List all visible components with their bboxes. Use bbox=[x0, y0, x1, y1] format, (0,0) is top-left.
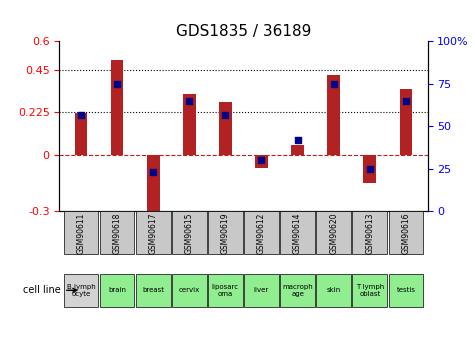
Text: cell line: cell line bbox=[23, 285, 76, 295]
Bar bbox=[183, 94, 196, 155]
Text: testis: testis bbox=[396, 287, 415, 293]
FancyBboxPatch shape bbox=[172, 274, 207, 307]
FancyBboxPatch shape bbox=[64, 274, 98, 307]
Bar bbox=[111, 60, 124, 155]
FancyBboxPatch shape bbox=[389, 211, 423, 255]
FancyBboxPatch shape bbox=[316, 274, 351, 307]
Text: GSM90617: GSM90617 bbox=[149, 212, 158, 254]
Text: breast: breast bbox=[142, 287, 164, 293]
Bar bbox=[255, 155, 268, 168]
FancyBboxPatch shape bbox=[208, 274, 243, 307]
Point bbox=[150, 169, 157, 175]
FancyBboxPatch shape bbox=[136, 274, 171, 307]
Text: GSM90611: GSM90611 bbox=[76, 212, 86, 254]
Bar bbox=[291, 145, 304, 155]
Title: GDS1835 / 36189: GDS1835 / 36189 bbox=[176, 24, 311, 39]
Text: GSM90615: GSM90615 bbox=[185, 212, 194, 254]
FancyBboxPatch shape bbox=[208, 211, 243, 255]
Text: GSM90612: GSM90612 bbox=[257, 212, 266, 254]
Text: liposarc
oma: liposarc oma bbox=[212, 284, 239, 297]
Point bbox=[114, 81, 121, 87]
FancyBboxPatch shape bbox=[100, 274, 134, 307]
Point bbox=[186, 98, 193, 104]
Point bbox=[222, 112, 229, 117]
FancyBboxPatch shape bbox=[280, 274, 315, 307]
Bar bbox=[75, 113, 87, 155]
FancyBboxPatch shape bbox=[64, 211, 98, 255]
Bar bbox=[219, 102, 232, 155]
FancyBboxPatch shape bbox=[280, 211, 315, 255]
Text: GSM90619: GSM90619 bbox=[221, 212, 230, 254]
FancyBboxPatch shape bbox=[172, 211, 207, 255]
Text: GSM90616: GSM90616 bbox=[401, 212, 410, 254]
Bar bbox=[147, 155, 160, 221]
Text: GSM90620: GSM90620 bbox=[329, 212, 338, 254]
Point bbox=[366, 166, 373, 172]
Text: macroph
age: macroph age bbox=[282, 284, 313, 297]
Point bbox=[330, 81, 337, 87]
Point bbox=[294, 137, 301, 143]
Text: GSM90613: GSM90613 bbox=[365, 212, 374, 254]
FancyBboxPatch shape bbox=[244, 211, 279, 255]
Text: cervix: cervix bbox=[179, 287, 200, 293]
Text: brain: brain bbox=[108, 287, 126, 293]
FancyBboxPatch shape bbox=[352, 274, 387, 307]
Point bbox=[402, 98, 409, 104]
FancyBboxPatch shape bbox=[316, 211, 351, 255]
Text: GSM90618: GSM90618 bbox=[113, 212, 122, 254]
FancyBboxPatch shape bbox=[244, 274, 279, 307]
Text: skin: skin bbox=[326, 287, 341, 293]
FancyBboxPatch shape bbox=[136, 211, 171, 255]
Bar bbox=[363, 155, 376, 183]
Text: liver: liver bbox=[254, 287, 269, 293]
FancyBboxPatch shape bbox=[352, 211, 387, 255]
Text: GSM90614: GSM90614 bbox=[293, 212, 302, 254]
Bar bbox=[327, 76, 340, 155]
Bar bbox=[399, 89, 412, 155]
Text: B lymph
ocyte: B lymph ocyte bbox=[66, 284, 95, 297]
Point bbox=[77, 112, 85, 117]
FancyBboxPatch shape bbox=[389, 274, 423, 307]
Text: T lymph
oblast: T lymph oblast bbox=[356, 284, 384, 297]
Point bbox=[257, 158, 265, 163]
FancyBboxPatch shape bbox=[100, 211, 134, 255]
